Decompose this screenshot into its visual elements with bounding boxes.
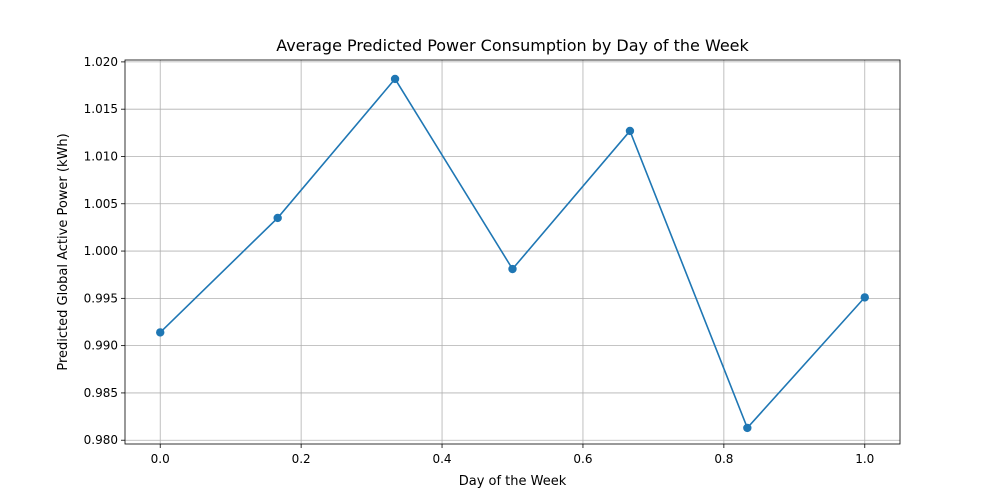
data-point xyxy=(390,74,400,84)
x-axis-label: Day of the Week xyxy=(459,474,567,489)
y-tick-label: 0.990 xyxy=(84,339,118,353)
y-tick-label: 1.020 xyxy=(84,55,118,69)
y-tick-label: 1.005 xyxy=(84,197,118,211)
y-axis: 0.980 0.985 0.990 0.995 1.000 1.005 1.010 1.015… xyxy=(84,55,125,447)
plot-frame xyxy=(124,59,901,445)
chart-title: Average Predicted Power Consumption by D… xyxy=(276,36,749,55)
y-tick-label: 0.995 xyxy=(84,291,118,305)
x-tick-label: 0.8 xyxy=(714,452,733,466)
series-layer xyxy=(156,74,869,433)
x-axis: 0.0 0.2 0.4 0.6 0.8 1.0 xyxy=(151,444,874,466)
y-tick-label: 0.980 xyxy=(84,433,118,447)
grid xyxy=(125,60,900,444)
data-point xyxy=(860,293,869,302)
x-tick-label: 0.2 xyxy=(292,452,311,466)
data-point xyxy=(743,423,752,433)
x-tick-label: 0.4 xyxy=(432,452,451,466)
y-tick-label: 1.015 xyxy=(84,102,118,116)
data-point xyxy=(273,213,282,223)
x-tick-label: 0.6 xyxy=(573,452,592,466)
data-point xyxy=(625,126,635,136)
x-tick-label: 1.0 xyxy=(855,452,874,466)
y-tick-label: 1.000 xyxy=(84,244,118,258)
data-point xyxy=(508,264,517,274)
y-axis-label: Predicted Global Active Power (kWh) xyxy=(56,133,71,370)
y-tick-label: 0.985 xyxy=(84,386,118,400)
y-tick-label: 1.010 xyxy=(84,149,118,163)
x-tick-label: 0.0 xyxy=(151,452,170,466)
data-point xyxy=(156,328,165,337)
